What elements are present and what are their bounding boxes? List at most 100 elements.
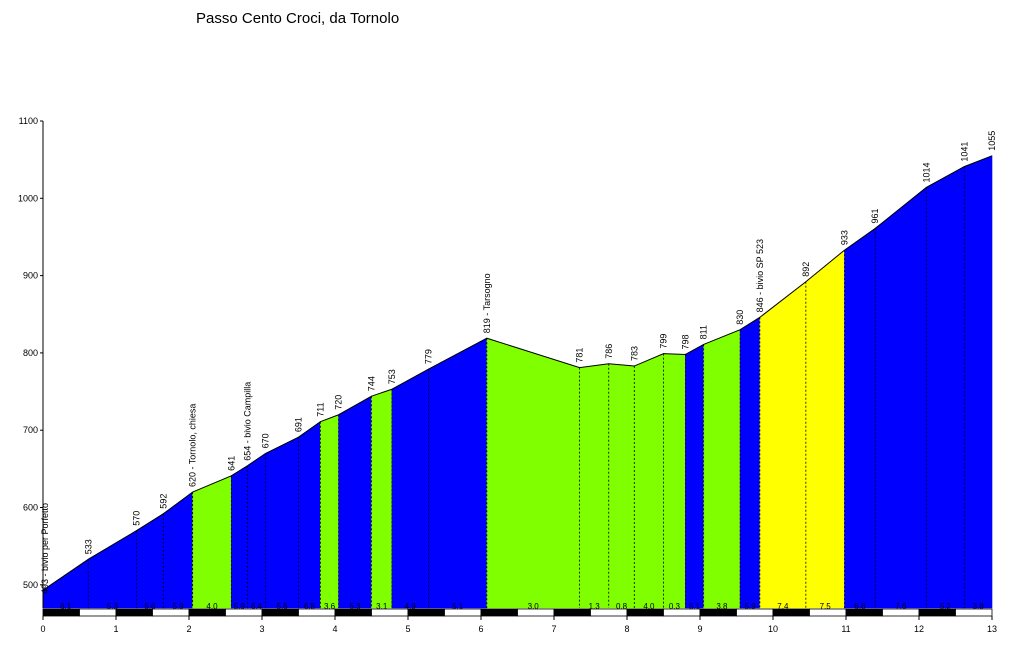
y-tick-label: 1000 — [18, 193, 38, 203]
x-tick-label: 10 — [768, 624, 778, 634]
gradient-label: 6.4 — [251, 602, 263, 611]
profile-segment — [634, 353, 664, 609]
x-tick-label: 1 — [113, 624, 118, 634]
profile-segment — [338, 395, 372, 609]
altitude-label: 799 — [659, 334, 669, 349]
gradient-label: 4.9 — [405, 602, 417, 611]
profile-outline — [42, 155, 993, 591]
altitude-label: 691 — [294, 417, 304, 432]
profile-segment — [685, 343, 704, 609]
x-tick-label: 6 — [478, 624, 483, 634]
gradient-label: 3.1 — [376, 602, 388, 611]
segment-dividers — [87, 166, 965, 608]
gradient-label: 3.6 — [324, 602, 336, 611]
altitude-label: 961 — [870, 208, 880, 223]
altitude-label: 1014 — [921, 162, 931, 182]
altitude-label: 570 — [131, 511, 141, 526]
gradient-label: 5.1 — [452, 602, 464, 611]
profile-segment — [805, 249, 845, 609]
gradient-label: 3.8 — [716, 602, 728, 611]
x-tick-label: 9 — [697, 624, 702, 634]
x-tick-label: 0 — [40, 624, 45, 634]
profile-segment — [486, 337, 580, 609]
altitude-label: 720 — [334, 395, 344, 410]
gradient-label: 5.3 — [107, 602, 119, 611]
profile-segment — [87, 530, 137, 609]
altitude-label: 753 — [387, 369, 397, 384]
distance-bar-segment — [955, 608, 993, 617]
gradient-label: 6.1 — [60, 602, 72, 611]
profile-segment — [391, 368, 429, 609]
altitude-label: 641 — [226, 456, 236, 471]
gradient-label: 7.5 — [820, 602, 832, 611]
gradient-label: 5.9 — [744, 602, 756, 611]
altitude-label: 933 — [840, 230, 850, 245]
x-tick-label: 11 — [841, 624, 850, 634]
altitude-label: 781 — [575, 348, 585, 363]
profile-segment — [579, 363, 610, 609]
gradient-label: 3.0 — [528, 602, 540, 611]
altitude-label: 811 — [699, 325, 709, 339]
profile-segment — [926, 166, 965, 609]
profile-segment — [247, 452, 266, 609]
altitude-label: 846 - bivio SP 523 — [755, 239, 765, 312]
profile-segment — [874, 186, 927, 609]
gradient-label: 4.0 — [643, 602, 655, 611]
altitude-label: 830 — [735, 310, 745, 325]
altitude-label: 670 — [261, 433, 271, 448]
x-tick-label: 12 — [914, 624, 924, 634]
profile-segment — [703, 329, 741, 609]
x-tick-label: 3 — [259, 624, 264, 634]
altitude-label: 711 — [315, 402, 325, 416]
altitude-label: 533 — [83, 539, 93, 554]
profile-segment — [320, 414, 339, 609]
profile-segment — [739, 316, 761, 609]
gradient-label: 5.9 — [172, 602, 184, 611]
y-tick-label: 600 — [23, 503, 38, 513]
altitude-label: 620 - Tornolo, chiesa — [188, 404, 198, 487]
gradient-label: 0.3 — [669, 602, 681, 611]
altitude-label: 1055 — [987, 131, 997, 151]
distance-bar-segment — [553, 608, 591, 617]
x-tick-label: 2 — [186, 624, 191, 634]
altitude-label: 892 — [801, 262, 811, 277]
profile-segment — [663, 353, 686, 609]
y-tick-label: 1100 — [19, 116, 38, 126]
altitude-label: 798 — [680, 334, 690, 349]
x-tick-label: 4 — [332, 624, 337, 634]
gradient-label: 1.3 — [589, 602, 601, 611]
gradient-label: 5.6 — [144, 602, 156, 611]
profile-fills — [42, 155, 993, 609]
profile-segment — [371, 388, 393, 609]
x-tick-label: 8 — [624, 624, 629, 634]
profile-segment — [428, 337, 488, 609]
altitude-label: 744 — [367, 376, 377, 391]
gradient-label: 5.3 — [350, 602, 362, 611]
x-tick-label: 5 — [405, 624, 410, 634]
profile-segment — [231, 465, 248, 609]
altitude-label: 654 - bivio Campilla — [242, 382, 252, 461]
profile-segment — [608, 363, 635, 609]
gradient-label: 6.6 — [854, 602, 866, 611]
gradient-label: 5.2 — [940, 602, 952, 611]
gradient-label: 7.6 — [895, 602, 907, 611]
profile-line — [42, 155, 993, 591]
altitude-labels: 493 - bivio per Porfetto 533 570 592 620 - T… — [40, 131, 997, 594]
distance-bar-segment — [480, 608, 518, 617]
gradient-labels: 6.1 5.3 5.6 5.9 4.0 5.9 6.4 5.6 6.8 3.6 5.3 3.1 4.9 5… — [60, 602, 984, 611]
gradient-label: 7.4 — [777, 602, 789, 611]
altitude-label: 783 — [629, 346, 639, 361]
gradient-label: 0.8 — [616, 602, 628, 611]
y-tick-label: 700 — [23, 425, 38, 435]
profile-segment — [265, 436, 299, 609]
profile-segment — [192, 475, 232, 609]
y-tick-label: 500 — [23, 580, 38, 590]
profile-segment — [298, 421, 321, 609]
profile-segment — [759, 281, 807, 609]
profile-segment — [844, 227, 876, 609]
altitude-label: 786 — [604, 344, 614, 359]
gradient-label: 5.1 — [689, 602, 701, 611]
altitude-label: 592 — [158, 494, 168, 509]
